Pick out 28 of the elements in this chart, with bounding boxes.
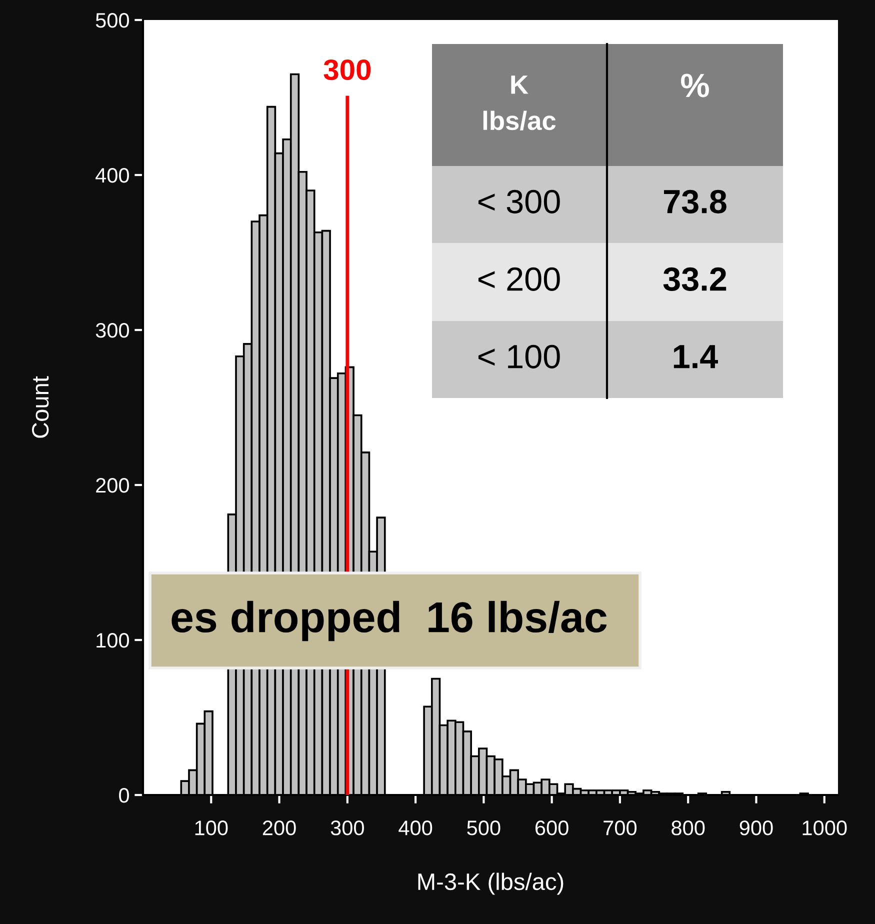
x-tick-label: 400	[398, 820, 432, 836]
y-tick-label: 0	[119, 788, 129, 803]
ref-line-label: 300	[324, 59, 371, 80]
x-tick-label: 700	[604, 820, 637, 836]
x-tick-label: 200	[262, 820, 296, 836]
annotation: < 300	[478, 190, 560, 214]
x-tick-label: 500	[467, 820, 500, 836]
annotation: < 100	[478, 344, 560, 368]
x-tick-label: 900	[740, 820, 773, 836]
x-tick-label: 600	[536, 820, 568, 836]
annotation: K lbs/ac	[483, 76, 556, 130]
y-tick-label: 200	[96, 478, 129, 493]
y-tick-label: 400	[96, 168, 129, 183]
y-tick-label: 100	[96, 633, 129, 648]
annotation: es dropped 16 lbs/ac	[172, 600, 607, 642]
annotation: 73.8	[664, 190, 726, 214]
x-tick-label: 100	[195, 820, 228, 836]
x-tick-label: 1000	[802, 820, 847, 836]
y-tick-label: 500	[96, 13, 129, 28]
annotation: %	[681, 74, 709, 98]
x-axis-title: M-3-K (lbs/ac)	[418, 872, 564, 895]
annotation: 33.2	[663, 267, 726, 291]
x-tick-label: 300	[330, 820, 364, 836]
y-axis-title: Count	[32, 376, 49, 438]
x-tick-label: 800	[672, 820, 705, 836]
annotation: < 200	[478, 267, 560, 291]
annotation: 1.4	[674, 345, 718, 368]
y-tick-label: 300	[96, 323, 129, 338]
